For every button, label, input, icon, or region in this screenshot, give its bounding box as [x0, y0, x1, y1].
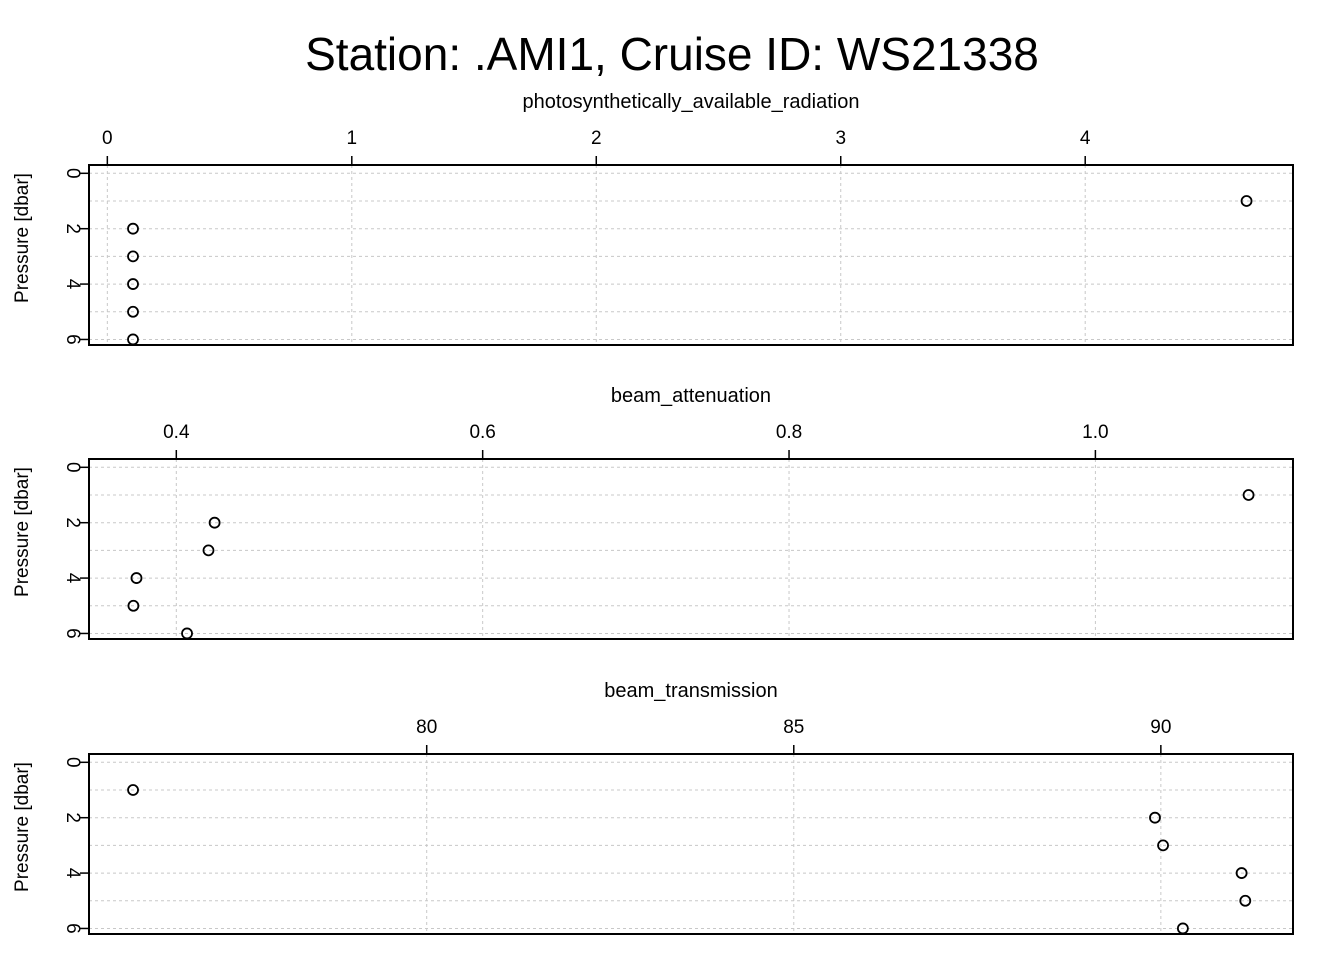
panel-3: 80 85 90 beam_transmission 0 2 4 6 Pressure [dba… — [12, 680, 1294, 935]
data-point — [181, 627, 193, 640]
x-tick-label: 0.4 — [163, 422, 190, 443]
y-tick-label: 6 — [62, 334, 83, 345]
data-point — [127, 278, 139, 290]
data-point — [127, 333, 139, 346]
plot-frame — [88, 164, 1294, 346]
y-axis-label: Pressure [dbar] — [12, 173, 33, 303]
y-tick-label: 0 — [62, 168, 83, 179]
data-point — [1239, 894, 1252, 907]
y-tick-label: 6 — [62, 923, 83, 934]
y-axis-label: Pressure [dbar] — [12, 467, 33, 597]
x-tick-label: 3 — [835, 128, 846, 149]
data-point — [1176, 922, 1189, 935]
data-point — [127, 250, 139, 263]
y-tick-label: 4 — [62, 573, 83, 584]
data-point — [127, 222, 139, 235]
y-tick-label: 0 — [62, 757, 83, 768]
data-point — [130, 572, 143, 584]
x-axis-label: photosynthetically_available_radiation — [523, 91, 860, 113]
y-tick-label: 2 — [62, 223, 83, 234]
data-point — [127, 599, 140, 612]
y-tick-label: 2 — [62, 812, 83, 823]
y-axis-label: Pressure [dbar] — [12, 762, 33, 892]
plot-frame — [88, 458, 1294, 640]
data-point — [208, 516, 221, 529]
x-tick-label: 0 — [102, 128, 113, 149]
data-point — [1157, 839, 1169, 852]
x-tick-label: 4 — [1080, 128, 1091, 149]
y-tick-label: 4 — [62, 279, 83, 290]
x-tick-label: 0.8 — [776, 422, 802, 443]
data-point — [1242, 489, 1255, 501]
panel-2: 0.4 0.6 0.8 1.0 beam_attenuation 0 2 4 6 Pressure… — [12, 385, 1294, 640]
x-tick-label: 0.6 — [469, 422, 495, 443]
panel-1: 0 1 2 3 4 photosynthetically_available_radiat… — [12, 91, 1294, 346]
x-tick-label: 1 — [347, 128, 358, 149]
data-point — [1235, 867, 1248, 879]
y-tick-label: 2 — [62, 517, 83, 528]
x-tick-label: 1.0 — [1082, 422, 1108, 443]
panels: 0 1 2 3 4 photosynthetically_available_radiat… — [12, 91, 1294, 935]
data-point — [127, 305, 139, 318]
data-point — [202, 544, 215, 557]
data-point — [1240, 195, 1253, 207]
x-tick-label: 80 — [416, 717, 437, 738]
figure-title: Station: .AMI1, Cruise ID: WS21338 — [305, 28, 1039, 80]
plot-frame — [88, 753, 1294, 935]
data-point — [127, 784, 139, 796]
x-tick-label: 90 — [1150, 717, 1171, 738]
data-point — [1149, 811, 1161, 824]
x-axis-label: beam_transmission — [604, 680, 777, 702]
y-tick-label: 6 — [62, 628, 83, 639]
x-tick-label: 2 — [591, 128, 602, 149]
y-tick-label: 0 — [62, 462, 83, 473]
x-tick-label: 85 — [783, 717, 804, 738]
x-axis-label: beam_attenuation — [611, 385, 771, 407]
y-tick-label: 4 — [62, 868, 83, 879]
